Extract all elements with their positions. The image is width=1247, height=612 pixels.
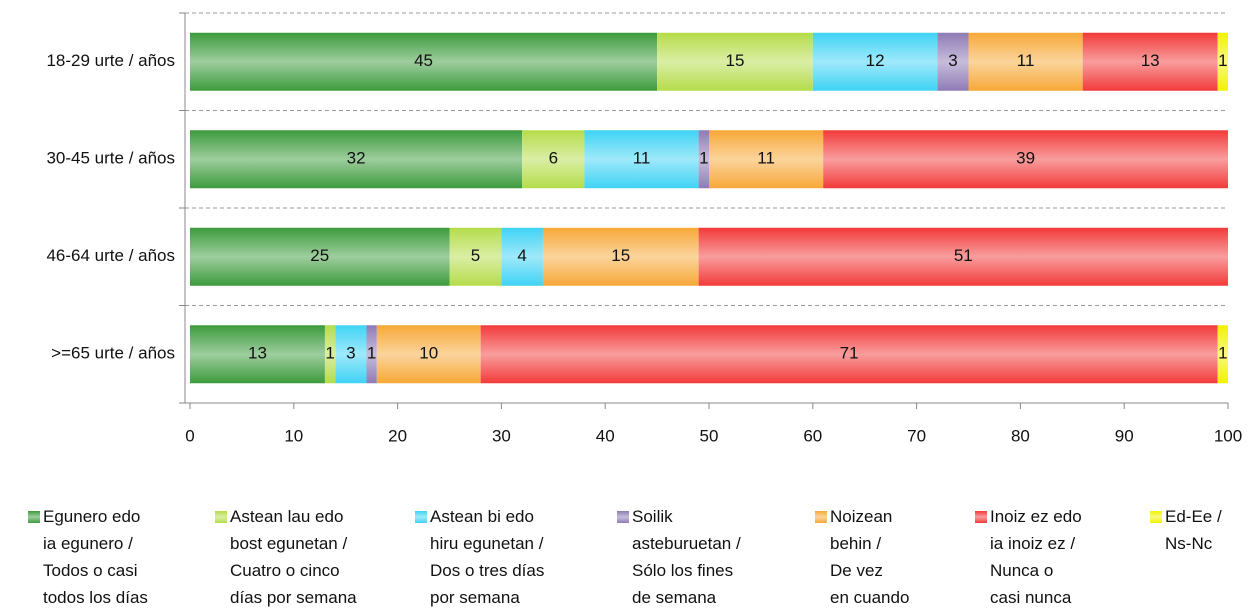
- data-label: 1: [325, 344, 334, 363]
- bar-segment: [366, 325, 377, 384]
- legend-label: Astean bi edo hiru egunetan / Dos o tres…: [430, 507, 545, 607]
- bar-segment: [376, 325, 481, 384]
- data-label: 3: [346, 344, 355, 363]
- legend-label: Soilik asteburuetan / Sólo los fines de …: [632, 507, 741, 607]
- bar-segment: [522, 130, 585, 189]
- data-label: 11: [633, 149, 651, 168]
- bar-segment: [190, 325, 325, 384]
- bar-segment: [324, 325, 336, 384]
- legend-label: Noizean behin / De vez en cuando: [830, 507, 910, 607]
- legend-label: Astean lau edo bost egunetan / Cuatro o …: [230, 507, 357, 607]
- data-label: 12: [866, 51, 885, 70]
- data-label: 3: [948, 51, 957, 70]
- bar-segment: [937, 32, 969, 91]
- legend-item: Ed-Ee / Ns-Nc: [1150, 503, 1222, 557]
- data-label: 5: [471, 246, 480, 265]
- bar-segment: [480, 325, 1218, 384]
- bar-segment: [542, 227, 699, 286]
- data-label: 11: [1017, 51, 1035, 70]
- data-label: 45: [414, 51, 433, 70]
- legend-swatch: [415, 511, 427, 523]
- category-label: >=65 urte / años: [51, 344, 175, 363]
- x-tick-label: 100: [1214, 426, 1242, 445]
- bar-segment: [501, 227, 543, 286]
- bar-segment: [1217, 325, 1228, 384]
- bar-segment: [823, 130, 1228, 189]
- legend-label: Ed-Ee / Ns-Nc: [1165, 507, 1222, 553]
- bar-segment: [449, 227, 502, 286]
- x-tick-label: 20: [388, 426, 407, 445]
- data-label: 51: [954, 246, 973, 265]
- bar-segment: [709, 130, 824, 189]
- x-tick-label: 60: [803, 426, 822, 445]
- data-label: 10: [419, 344, 438, 363]
- bar-segment: [335, 325, 367, 384]
- legend-item: Astean lau edo bost egunetan / Cuatro o …: [215, 503, 357, 611]
- data-label: 71: [840, 344, 859, 363]
- data-label: 6: [549, 149, 558, 168]
- category-label: 46-64 urte / años: [46, 246, 175, 265]
- data-label: 13: [248, 344, 267, 363]
- legend-label: Inoiz ez edo ia inoiz ez / Nunca o casi …: [990, 507, 1082, 607]
- data-label: 39: [1016, 149, 1035, 168]
- legend-item: Astean bi edo hiru egunetan / Dos o tres…: [415, 503, 544, 611]
- legend-swatch: [617, 511, 629, 523]
- data-label: 32: [347, 149, 366, 168]
- x-tick-label: 10: [284, 426, 303, 445]
- bar-segment: [584, 130, 699, 189]
- data-label: 15: [725, 51, 744, 70]
- data-label: 1: [367, 344, 376, 363]
- data-label: 13: [1141, 51, 1160, 70]
- data-label: 1: [699, 149, 708, 168]
- legend-item: Inoiz ez edo ia inoiz ez / Nunca o casi …: [975, 503, 1082, 611]
- legend-swatch: [215, 511, 227, 523]
- x-tick-label: 90: [1115, 426, 1134, 445]
- legend-swatch: [975, 511, 987, 523]
- data-label: 15: [611, 246, 630, 265]
- legend-swatch: [815, 511, 827, 523]
- x-tick-label: 80: [1011, 426, 1030, 445]
- data-label: 11: [757, 149, 775, 168]
- bar-segment: [1082, 32, 1218, 91]
- bar-segment: [968, 32, 1083, 91]
- x-tick-label: 50: [700, 426, 719, 445]
- category-label: 30-45 urte / años: [46, 149, 175, 168]
- legend-label: Egunero edo ia egunero / Todos o casi to…: [43, 507, 148, 607]
- bar-segment: [698, 227, 1228, 286]
- x-tick-label: 30: [492, 426, 511, 445]
- legend-swatch: [28, 511, 40, 523]
- category-label: 18-29 urte / años: [46, 51, 175, 70]
- x-tick-label: 40: [596, 426, 615, 445]
- legend-item: Egunero edo ia egunero / Todos o casi to…: [28, 503, 148, 611]
- bar-segment: [190, 227, 450, 286]
- data-label: 25: [310, 246, 329, 265]
- bar-segment: [1217, 32, 1228, 91]
- x-tick-label: 0: [185, 426, 194, 445]
- bar-segment: [190, 130, 523, 189]
- bar-segment: [698, 130, 709, 189]
- bar-segment: [190, 32, 658, 91]
- legend-item: Noizean behin / De vez en cuando: [815, 503, 909, 611]
- legend-swatch: [1150, 511, 1162, 523]
- data-label: 1: [1218, 51, 1227, 70]
- bar-segment: [657, 32, 813, 91]
- x-tick-label: 70: [907, 426, 926, 445]
- bar-segment: [812, 32, 938, 91]
- data-label: 1: [1218, 344, 1227, 363]
- chart: 0 10 20 30 40 50 60 70 80 90 100 18-29 urte / años 4…: [46, 12, 1242, 445]
- legend-item: Soilik asteburuetan / Sólo los fines de …: [617, 503, 741, 611]
- data-label: 4: [517, 246, 526, 265]
